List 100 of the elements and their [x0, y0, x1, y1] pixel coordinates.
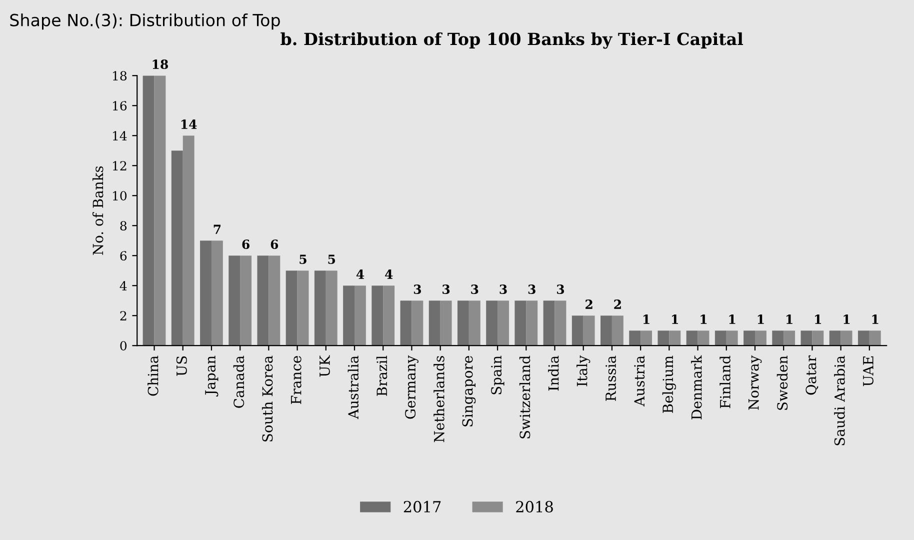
x-tick-label: UAE	[863, 356, 874, 386]
bar	[268, 256, 280, 346]
bar	[286, 270, 298, 346]
bar	[468, 300, 480, 346]
x-tick-label: Finland	[720, 356, 730, 408]
x-tick-label: South Korea	[262, 356, 273, 442]
bar	[372, 286, 384, 346]
bar	[669, 330, 681, 346]
data-label: 5	[328, 254, 336, 264]
bar	[858, 330, 870, 346]
x-tick-label: US	[176, 356, 187, 376]
bar	[526, 300, 538, 346]
data-label: 3	[471, 284, 478, 294]
x-tick-label: Brazil	[376, 356, 388, 396]
x-tick-label: Denmark	[691, 355, 702, 420]
x-tick-label: Italy	[576, 355, 590, 386]
bar	[869, 330, 881, 346]
bar	[714, 330, 726, 346]
data-label: 2	[586, 300, 592, 309]
y-tick-label: 6	[120, 251, 127, 261]
y-tick-label: 2	[120, 311, 126, 320]
x-tick-label: UK	[320, 355, 330, 377]
bar	[354, 286, 366, 346]
bar	[572, 316, 584, 346]
y-axis-title: No. of Banks	[92, 166, 104, 255]
data-label: 6	[242, 240, 250, 250]
x-tick-label: Qatar	[806, 355, 818, 395]
bar	[612, 316, 624, 346]
bar	[457, 300, 469, 346]
bar	[784, 330, 796, 346]
bar	[744, 330, 755, 346]
y-tick-label: 8	[120, 221, 127, 231]
data-label: 14	[181, 120, 197, 129]
bar	[686, 330, 698, 346]
legend-label: 2018	[516, 500, 553, 512]
bar	[629, 330, 641, 346]
data-label: 4	[385, 270, 393, 279]
x-tick-label: Germany	[405, 355, 418, 419]
y-tick-label: 0	[120, 341, 127, 351]
bar	[228, 256, 240, 346]
x-tick-label: Australia	[348, 356, 359, 420]
data-label: 1	[844, 314, 850, 324]
data-label: 6	[270, 240, 278, 250]
chart-title: b. Distribution of Top 100 Banks by Tier-I Capital	[280, 32, 744, 49]
bar	[428, 300, 440, 346]
bar	[600, 316, 612, 346]
x-tick-label: Singapore	[462, 356, 476, 426]
data-label: 1	[729, 314, 736, 324]
x-tick-label: Russia	[606, 356, 616, 401]
data-label: 3	[414, 284, 421, 294]
x-tick-label: France	[291, 356, 302, 404]
bar	[326, 270, 338, 346]
bar	[412, 300, 424, 346]
y-tick-label: 18	[112, 71, 127, 81]
legend-label: 2017	[404, 500, 441, 512]
bar	[554, 300, 566, 346]
y-tick-label: 10	[112, 191, 127, 201]
y-tick-label: 4	[120, 281, 127, 290]
bar	[240, 256, 252, 346]
bar	[514, 300, 526, 346]
bar	[800, 330, 812, 346]
bar	[698, 330, 710, 346]
data-label: 1	[815, 314, 822, 324]
bar	[754, 330, 766, 346]
data-label: 2	[614, 300, 621, 309]
bar	[142, 76, 154, 346]
x-tick-label: Switzerland	[519, 356, 530, 438]
data-label: 4	[356, 270, 364, 279]
bar	[583, 316, 595, 346]
bar	[257, 256, 269, 346]
bar	[772, 330, 784, 346]
x-tick-label: Canada	[233, 356, 244, 408]
y-tick-label: 12	[112, 161, 126, 170]
bar	[440, 300, 452, 346]
data-label: 1	[758, 314, 764, 324]
x-tick-label: China	[148, 356, 158, 396]
data-label: 7	[214, 224, 221, 234]
bar	[171, 150, 183, 346]
x-tick-label: Austria	[634, 356, 645, 406]
data-label: 18	[152, 60, 168, 70]
data-label: 1	[672, 314, 678, 324]
data-label: 3	[556, 284, 564, 294]
bar	[200, 240, 212, 346]
data-label: 3	[528, 284, 536, 294]
x-tick-label: Saudi Arabia	[834, 356, 845, 446]
bar	[658, 330, 670, 346]
bar	[182, 136, 194, 346]
bar	[486, 300, 498, 346]
data-label: 5	[300, 254, 306, 264]
y-tick-label: 16	[112, 101, 127, 111]
bar	[314, 270, 326, 346]
text: Shape No.(3): Distribution of Top	[10, 14, 280, 30]
bar	[840, 330, 852, 346]
data-label: 3	[500, 284, 507, 294]
bar	[343, 286, 355, 346]
x-tick-label: Sweden	[776, 356, 788, 410]
x-tick-label: India	[548, 356, 559, 391]
bar	[154, 76, 166, 346]
data-label: 1	[700, 314, 707, 324]
bar	[498, 300, 509, 346]
